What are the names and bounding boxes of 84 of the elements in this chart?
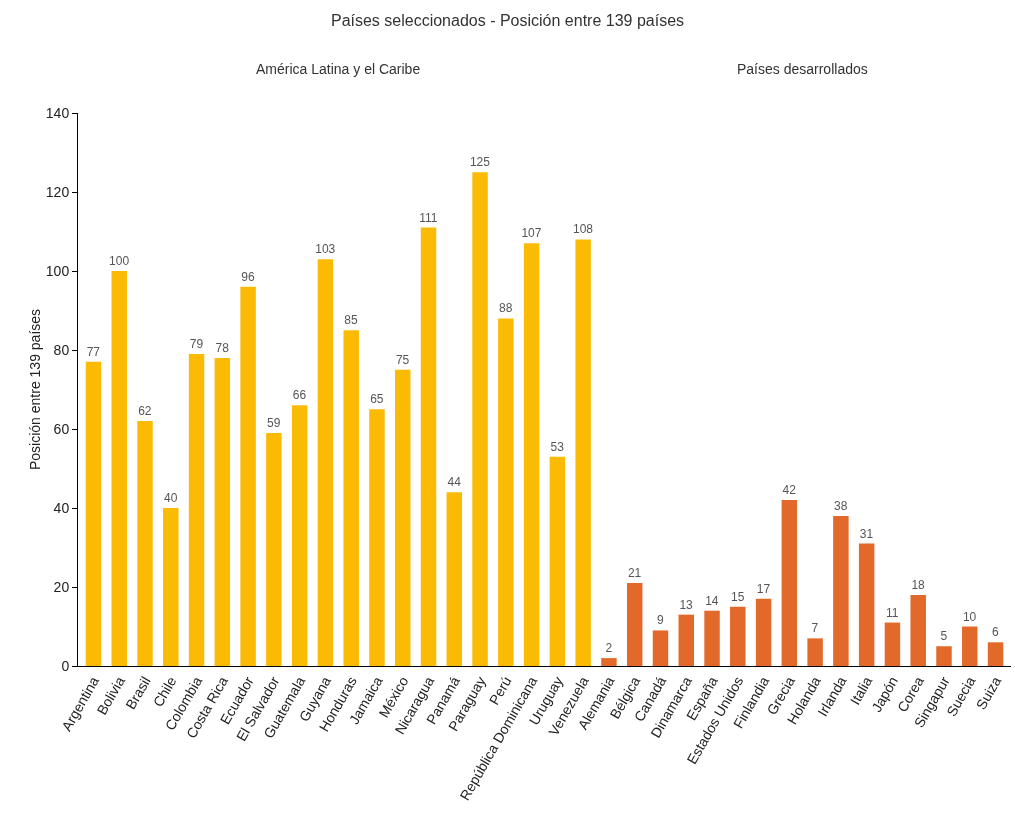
data-label: 85: [344, 313, 359, 328]
bar: [317, 259, 334, 666]
data-label: 15: [730, 589, 745, 604]
bar: [884, 622, 901, 666]
bar: [472, 172, 488, 666]
data-label: 9: [656, 613, 664, 628]
bar: [266, 432, 282, 666]
bar: [910, 594, 926, 666]
bar: [833, 515, 849, 666]
bar: [188, 353, 205, 666]
data-label: 79: [189, 336, 204, 351]
bar: [498, 318, 514, 666]
bar: [523, 243, 540, 666]
bar: [85, 361, 102, 666]
bar: [987, 642, 1004, 666]
bar: [111, 271, 127, 666]
bar: [755, 598, 772, 666]
bar: [730, 606, 746, 666]
data-label: 111: [419, 210, 438, 225]
data-label: 88: [499, 301, 513, 316]
y-axis-title: Posición entre 139 países: [27, 308, 43, 471]
bar: [704, 610, 720, 666]
bar: [652, 630, 669, 666]
bar: [575, 239, 591, 666]
data-label: 78: [215, 340, 230, 355]
data-label: 59: [267, 415, 281, 430]
bar: [446, 492, 463, 666]
data-label: 77: [86, 344, 101, 359]
y-tick-label: 20: [53, 578, 70, 595]
data-label: 17: [756, 581, 771, 596]
bar: [678, 614, 694, 666]
y-tick-label: 40: [53, 499, 70, 516]
data-label: 107: [521, 226, 542, 241]
bar: [214, 357, 231, 666]
data-label: 38: [834, 498, 848, 513]
data-label: 103: [315, 242, 336, 257]
chart-title: Países seleccionados - Posición entre 139 países: [330, 12, 685, 30]
data-label: 96: [241, 269, 255, 284]
bar: [807, 638, 823, 666]
data-label: 11: [886, 605, 899, 620]
bar: [137, 421, 153, 666]
y-tick-label: 100: [45, 262, 70, 279]
data-label: 44: [447, 475, 462, 490]
data-label: 5: [940, 629, 948, 644]
bar: [962, 626, 978, 666]
data-label: 31: [859, 526, 874, 541]
data-label: 10: [962, 609, 977, 624]
y-tick-label: 60: [53, 420, 70, 437]
data-label: 13: [679, 597, 694, 612]
data-label: 7: [811, 621, 819, 636]
y-tick-label: 140: [45, 104, 70, 121]
bar: [601, 658, 617, 666]
data-label: 14: [705, 593, 719, 608]
data-label: 2: [605, 641, 613, 656]
bar: [549, 456, 566, 666]
text: Países desarrollados: [737, 61, 868, 77]
bar: [626, 583, 643, 666]
data-label: 125: [469, 155, 491, 170]
data-label: 40: [163, 491, 178, 505]
data-label: 65: [370, 392, 384, 407]
bar: [858, 543, 875, 666]
data-label: 21: [627, 566, 642, 581]
text: América Latina y el Caribe: [256, 61, 421, 77]
data-label: 42: [782, 483, 797, 498]
bar: [291, 405, 308, 666]
bar: [369, 409, 385, 666]
y-tick-label: 80: [53, 341, 70, 358]
data-label: 62: [138, 404, 152, 419]
data-label: 18: [911, 577, 926, 592]
bar: [240, 286, 256, 666]
y-tick-label: 120: [45, 183, 70, 200]
data-label: 100: [109, 254, 130, 268]
y-tick-label: 0: [61, 657, 70, 674]
data-label: 53: [550, 439, 565, 454]
bar: [395, 369, 411, 666]
data-label: 6: [992, 625, 1000, 640]
bar: [343, 330, 359, 666]
bar: [163, 508, 179, 666]
data-label: 66: [292, 388, 307, 403]
bar: [420, 227, 437, 666]
bar: [781, 500, 798, 666]
data-label: 75: [395, 352, 410, 367]
data-label: 108: [572, 222, 594, 237]
bar: [936, 646, 952, 666]
